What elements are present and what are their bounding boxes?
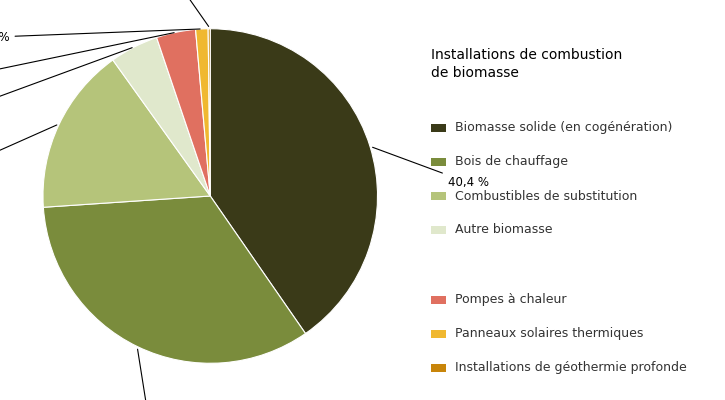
Text: 0,2 %: 0,2 % xyxy=(146,0,209,26)
Text: 40,4 %: 40,4 % xyxy=(373,147,489,189)
Text: 33,6 %: 33,6 % xyxy=(131,349,172,400)
Text: 1,2 %: 1,2 % xyxy=(0,29,200,44)
Wedge shape xyxy=(208,29,210,196)
Text: Biomasse solide (en cogénération): Biomasse solide (en cogénération) xyxy=(455,122,673,134)
Wedge shape xyxy=(157,29,210,196)
Text: Bois de chauffage: Bois de chauffage xyxy=(455,156,568,168)
Text: Combustibles de substitution: Combustibles de substitution xyxy=(455,190,637,202)
Text: 4,7 %: 4,7 % xyxy=(0,48,132,119)
Text: Pompes à chaleur: Pompes à chaleur xyxy=(455,294,567,306)
Wedge shape xyxy=(43,60,210,207)
Text: 16,2 %: 16,2 % xyxy=(0,125,57,182)
Wedge shape xyxy=(196,29,210,196)
Wedge shape xyxy=(210,29,378,334)
Text: Panneaux solaires thermiques: Panneaux solaires thermiques xyxy=(455,328,644,340)
Text: Installations de combustion
de biomasse: Installations de combustion de biomasse xyxy=(431,48,623,80)
Text: Autre biomasse: Autre biomasse xyxy=(455,224,552,236)
Text: Installations de géothermie profonde: Installations de géothermie profonde xyxy=(455,362,687,374)
Text: 3,8 %: 3,8 % xyxy=(0,33,174,82)
Wedge shape xyxy=(44,196,305,363)
Wedge shape xyxy=(113,38,210,196)
